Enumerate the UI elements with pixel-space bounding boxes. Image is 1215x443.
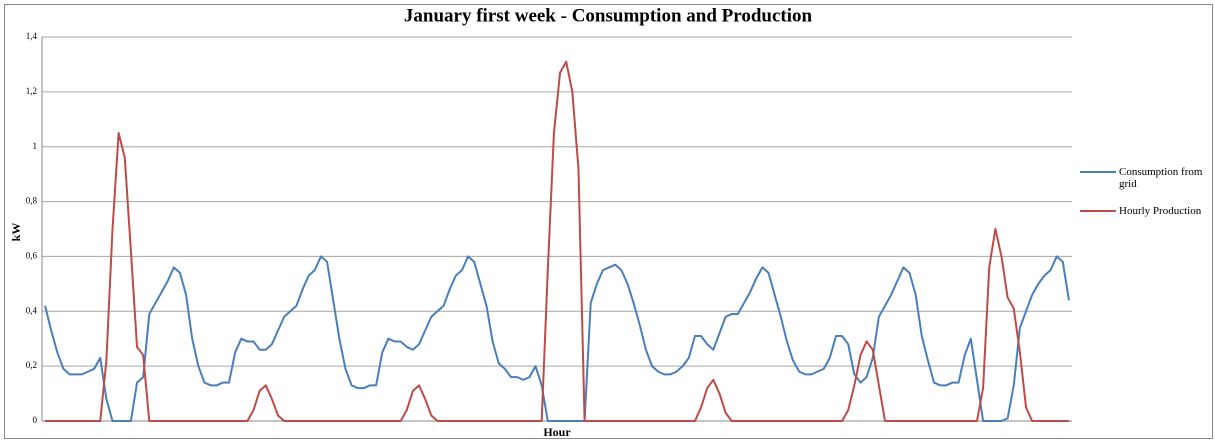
y-tick-label: 0,4 bbox=[26, 305, 38, 315]
y-tick-label: 1,4 bbox=[26, 31, 38, 41]
y-axis-label: kW bbox=[9, 223, 23, 242]
data-line bbox=[44, 255, 1070, 422]
legend-label: Hourly Production bbox=[1119, 205, 1202, 217]
y-tick-label: 1 bbox=[33, 141, 38, 151]
data-line bbox=[45, 60, 1069, 422]
y-tick-label: 0,2 bbox=[26, 360, 37, 370]
y-tick-label: 0,6 bbox=[26, 250, 38, 260]
y-tick-label: 1,2 bbox=[26, 86, 37, 96]
y-tick-label: 0 bbox=[33, 415, 38, 425]
chart-border bbox=[4, 4, 1213, 439]
chart-title: January first week - Consumption and Pro… bbox=[404, 5, 813, 26]
y-tick-label: 0,8 bbox=[26, 196, 38, 206]
x-axis-label: Hour bbox=[543, 425, 571, 439]
legend-label: Consumption from grid bbox=[1119, 166, 1203, 190]
